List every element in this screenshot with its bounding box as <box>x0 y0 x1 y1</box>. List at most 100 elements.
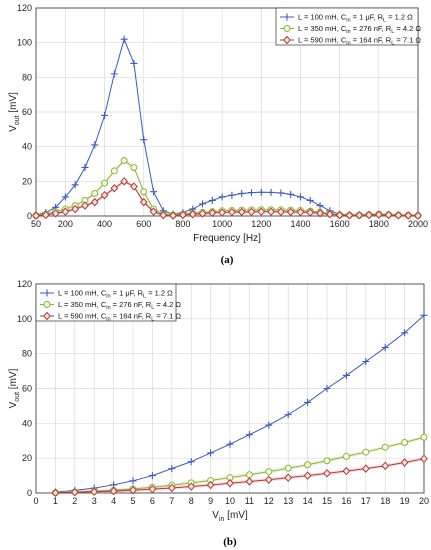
p1-x-tick-label-8: 8 <box>189 496 194 506</box>
p1-series-1-point-15 <box>342 452 350 460</box>
p0-series-2-point-23 <box>257 207 266 216</box>
p1-series-2-point-4 <box>129 485 137 495</box>
p1-x-tick-label-11: 11 <box>245 496 254 506</box>
p1-legend-label-1: L = 350 mH, Cin = 276 nF, RL = 4.2 Ω <box>58 300 181 311</box>
p1-x-tick-label-19: 19 <box>400 496 410 506</box>
p1-series-1-point-13 <box>304 461 312 469</box>
p0-series-2-point-17 <box>198 209 207 218</box>
p1-series-2-point-13 <box>303 471 312 480</box>
p0-series-0-point-4 <box>71 181 79 189</box>
p1-series-2-point-9 <box>226 479 234 488</box>
p1-series-2-point-15 <box>342 466 351 476</box>
p0-legend-label-0: L = 100 mH, Cin = 1 μF, RL = 1.2 Ω <box>298 13 413 24</box>
p1-series-1-point-14 <box>323 457 331 465</box>
p0-legend-marker-1 <box>283 25 291 32</box>
p0-series-2-point-22 <box>247 207 256 217</box>
p1-series-1-point-17 <box>381 443 389 451</box>
p1-x-tick-label-3: 3 <box>92 496 97 506</box>
p0-series-2-point-33 <box>355 211 364 220</box>
p0-series-1-line <box>35 159 419 216</box>
p1-x-tick-label-5: 5 <box>130 496 135 506</box>
p0-series-2-point-5 <box>81 201 89 210</box>
p0-x-tick-label-3: 600 <box>136 219 151 229</box>
p0-series-0-point-17 <box>199 200 207 208</box>
p0-series-1-point-7 <box>101 179 109 187</box>
p0-x-tick-label-1: 200 <box>58 219 73 229</box>
p1-series-1-point-12 <box>284 464 292 472</box>
p1-legend-label-0: L = 100 mH, Cin = 1 μF, RL = 1.2 Ω <box>58 289 173 300</box>
p0-x-tick-label-8: 1600 <box>330 219 350 229</box>
p0-x-tick-label-9: 1800 <box>369 219 389 229</box>
p1-series-0-point-6 <box>168 465 176 473</box>
p0-series-2-point-11 <box>139 197 148 207</box>
p0-legend-label-2: L = 590 mH, Cin = 164 nF, RL = 7.1 Ω <box>298 36 421 47</box>
p1-series-1-point-10 <box>245 471 253 479</box>
p0-y-tick-label-5: 100 <box>17 38 32 48</box>
p0-series-0-point-8 <box>110 70 118 78</box>
p0-series-2-point-10 <box>130 182 138 191</box>
p0-series-2-point-18 <box>208 208 217 218</box>
p1-y-axis-label: Vout [mV] <box>8 368 21 408</box>
p0-y-tick-label-3: 60 <box>22 107 32 117</box>
p0-y-tick-label-4: 80 <box>22 72 32 82</box>
p1-series-2-point-10 <box>245 477 254 486</box>
p1-series-1-point-16 <box>362 448 370 456</box>
p0-series-0-point-9 <box>120 35 128 43</box>
p1-series-0-point-13 <box>304 398 312 406</box>
p1-panel-caption: (b) <box>223 536 237 548</box>
p0-series-2-point-8 <box>110 184 119 193</box>
p0-x-tick-label-0: 50 <box>31 219 41 229</box>
p1-x-tick-label-4: 4 <box>111 496 116 506</box>
p1-series-2-point-14 <box>323 469 331 478</box>
p0-series-0-point-24 <box>267 188 275 196</box>
p0-series-1-point-6 <box>91 189 99 197</box>
p1-x-tick-label-6: 6 <box>150 496 155 506</box>
p1-y-tick-label-2: 40 <box>22 418 32 428</box>
p1-series-2-point-8 <box>206 480 215 490</box>
p0-series-2-point-15 <box>179 210 187 220</box>
p1-series-0 <box>51 311 428 496</box>
p0-series-2-point-36 <box>384 210 393 220</box>
p0-series-2-point-30 <box>325 210 334 219</box>
p0-series-2-point-1 <box>41 210 50 220</box>
p1-x-tick-label-2: 2 <box>72 496 77 506</box>
p0-series-0-point-26 <box>287 190 295 198</box>
p1-series-0-point-4 <box>129 477 137 485</box>
p0-series-2-point-27 <box>296 207 305 217</box>
p0-series-0-point-11 <box>140 136 148 144</box>
p1-series-1-point-18 <box>401 438 409 446</box>
p1-series-1-point-19 <box>420 433 428 441</box>
p0-series-2-point-16 <box>188 210 197 219</box>
p0-series-0-point-3 <box>61 193 69 201</box>
p1-x-tick-label-20: 20 <box>419 496 429 506</box>
p0-series-1-point-10 <box>130 163 138 171</box>
p1-x-tick-label-1: 1 <box>53 496 58 506</box>
p0-y-axis-label: Vout [mV] <box>8 92 21 132</box>
p1-series-2-point-1 <box>70 488 79 497</box>
p0-series-2-point-31 <box>335 210 344 220</box>
p1-series-2-point-11 <box>264 475 273 485</box>
p0-series-2-line <box>35 180 419 217</box>
p0-series-2-point-39 <box>414 211 422 220</box>
p1-series-0-point-12 <box>284 411 292 419</box>
p1-series-0-point-9 <box>226 440 234 448</box>
p0-series-2-point-26 <box>286 207 295 217</box>
p0-series-0-point-19 <box>218 193 226 201</box>
p1-series-2-point-6 <box>167 483 176 493</box>
p1-plot-frame <box>35 283 425 494</box>
p1-series-0-point-7 <box>187 458 195 466</box>
chart-panel-b: 0 1 2 3 4 5 6 7 8 9 10 11 12 13 14 15 16 17 18 19 2002040608… <box>8 279 429 548</box>
p0-series-0-point-25 <box>277 189 285 197</box>
p0-series-1-point-8 <box>110 167 118 175</box>
p1-x-tick-label-14: 14 <box>303 496 313 506</box>
p0-series-2-point-3 <box>61 207 70 216</box>
p0-series-0-point-28 <box>306 196 314 204</box>
p0-series-0-point-22 <box>247 189 255 197</box>
p0-series-2-point-9 <box>120 177 129 186</box>
p0-series-2-point-20 <box>228 207 236 217</box>
p0-series-2-point-4 <box>71 204 80 214</box>
p0-series-2-point-19 <box>218 208 226 217</box>
p1-series-0-point-19 <box>420 311 428 319</box>
p1-x-tick-label-17: 17 <box>361 496 371 506</box>
